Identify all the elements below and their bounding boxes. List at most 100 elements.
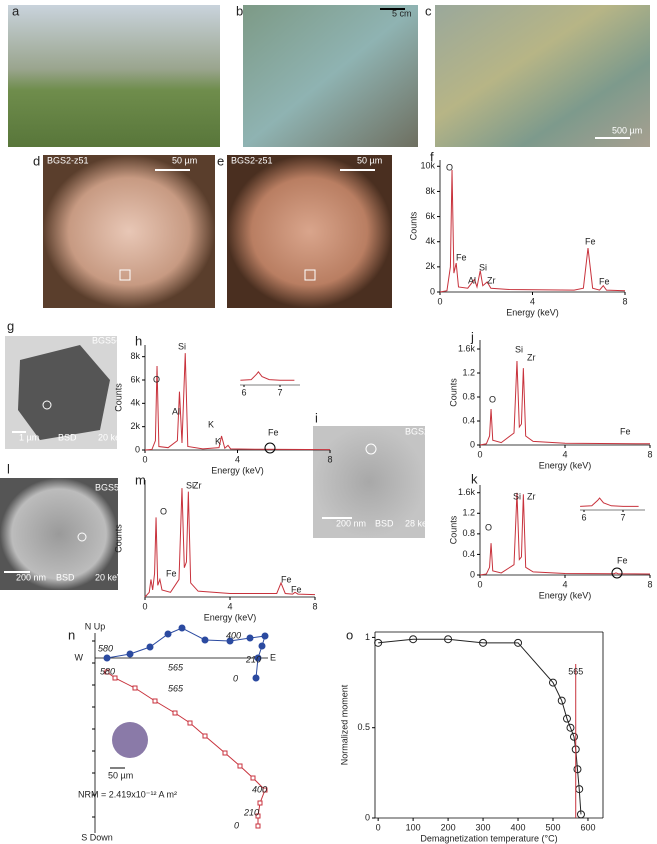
x-axis-label: Energy (keV) (506, 307, 559, 317)
peak-label: Fe (268, 427, 279, 437)
data-line (378, 638, 582, 815)
demag-point (255, 813, 261, 819)
y-axis-label: Counts (113, 383, 123, 412)
x-tick-label: 8 (647, 579, 652, 589)
demag-point (202, 733, 208, 739)
peak-marker (611, 567, 623, 579)
peak-label: Fe (166, 568, 177, 578)
demag-point (226, 637, 234, 645)
demag-point (261, 632, 269, 640)
peak-label: O (489, 394, 496, 404)
peak-label: Fe (281, 574, 292, 584)
y-axis-label: Counts (448, 515, 458, 544)
peak-label: Al (468, 275, 476, 285)
demag-point (255, 823, 261, 829)
peak-label: K (208, 419, 214, 429)
y-tick-label: 4k (130, 398, 140, 408)
spectrum-line (439, 170, 626, 293)
data-point (576, 810, 585, 819)
photo-label: 20 keV (95, 572, 123, 582)
peak-label: K (215, 436, 221, 446)
inset-tick-label: 6 (241, 387, 246, 397)
spot (365, 443, 377, 455)
axis-label: S Down (81, 832, 113, 842)
demag-point (187, 720, 193, 726)
peak-label: Fe (585, 236, 596, 246)
spot (77, 532, 87, 542)
y-tick-label: 2k (130, 421, 140, 431)
step-label: 0 (233, 673, 238, 683)
x-tick-label: 4 (562, 579, 567, 589)
step-label: 565 (168, 662, 184, 672)
photo-e (227, 155, 392, 308)
peak-label: Zr (487, 275, 496, 285)
peak-label: Si (479, 262, 487, 272)
peak-label: Fe (599, 276, 610, 286)
x-tick-label: 4 (530, 296, 535, 306)
spectrum-line (479, 360, 651, 446)
peak-label: Si (513, 491, 521, 501)
photo-label: 500 µm (612, 125, 642, 135)
step-label: 565 (168, 683, 184, 693)
x-tick-label: 0 (477, 579, 482, 589)
step-label: 400 (226, 630, 241, 640)
panel-label: j (470, 329, 474, 344)
x-tick-label: 4 (227, 601, 232, 611)
y-tick-label: 0 (470, 439, 475, 449)
x-tick-label: 4 (235, 454, 240, 464)
x-tick-label: 600 (580, 822, 595, 832)
nrm-note: NRM = 2.419x10⁻¹² A m² (78, 789, 177, 799)
demag-point (132, 685, 138, 691)
peak-label: Fe (620, 426, 631, 436)
peak-label: Si (178, 341, 186, 351)
x-axis-label: Energy (keV) (204, 612, 257, 622)
photo-label: 5 cm (392, 8, 412, 18)
photo-label: BGS5-z36 (95, 482, 137, 492)
y-tick-label: 0 (430, 286, 435, 296)
x-tick-label: 8 (327, 454, 332, 464)
x-tick-label: 500 (545, 822, 560, 832)
x-tick-label: 300 (476, 822, 491, 832)
panel-label: a (12, 3, 20, 18)
demag-point (146, 643, 154, 651)
data-point (548, 678, 557, 687)
photo-d (43, 155, 215, 308)
demag-point (262, 787, 268, 793)
data-point (479, 638, 488, 647)
demag-point (172, 710, 178, 716)
demag-point (254, 654, 262, 662)
demag-point (112, 675, 118, 681)
axis-label: N Up (85, 621, 106, 631)
x-tick-label: 8 (622, 296, 627, 306)
data-point (566, 723, 575, 732)
demag-point (252, 674, 260, 682)
peak-marker (264, 442, 276, 454)
y-tick-label: 10k (420, 161, 435, 171)
spectrum-line (144, 353, 331, 451)
photo-a (8, 5, 220, 147)
photo-label: BGS2-z51 (231, 155, 273, 165)
spot (42, 400, 52, 410)
demag-point (250, 775, 256, 781)
y-tick-label: 6k (425, 211, 435, 221)
grain-n (112, 722, 148, 758)
y-tick-label: 0.5 (357, 722, 370, 732)
scale-label: 50 µm (108, 770, 133, 780)
demag-point (164, 630, 172, 638)
y-tick-label: 0.8 (462, 391, 475, 401)
photo-label: BGS2-z50 (405, 426, 447, 436)
photos (0, 5, 650, 758)
photo-label: BSD (58, 432, 77, 442)
photo-label: BGS2-z51 (47, 155, 89, 165)
demag-point (222, 750, 228, 756)
y-tick-label: 1.6k (458, 343, 476, 353)
demag-point (178, 624, 186, 632)
y-axis-label: Normalized moment (339, 684, 349, 765)
y-axis-label: Counts (113, 524, 123, 553)
panel-label: o (346, 627, 353, 642)
data-point (569, 732, 578, 741)
x-tick-label: 0 (477, 449, 482, 459)
photo-label: 200 nm (16, 572, 46, 582)
y-tick-label: 0.4 (462, 549, 475, 559)
